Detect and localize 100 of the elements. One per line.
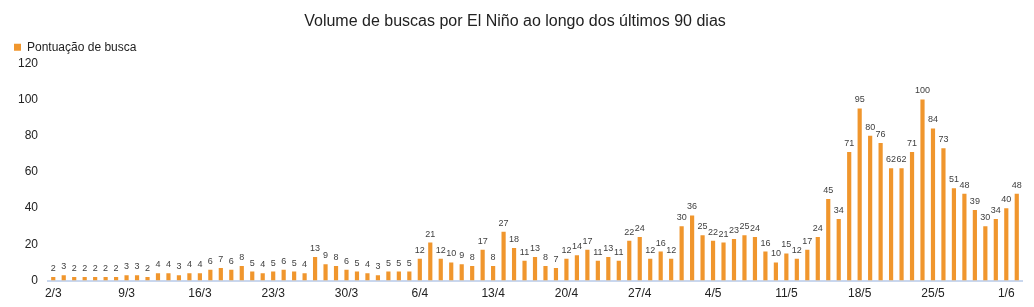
data-label: 48 <box>959 179 970 190</box>
data-label: 95 <box>854 94 865 105</box>
bar <box>333 266 339 281</box>
chart-title: Volume de buscas por El Niño ao longo dos últimos 90 dias <box>304 12 726 30</box>
x-tick-label: 16/3 <box>188 286 212 301</box>
bar <box>627 240 632 281</box>
data-label: 76 <box>875 128 886 139</box>
data-label: 3 <box>375 261 381 272</box>
bar <box>972 209 977 281</box>
data-label: 7 <box>553 253 559 264</box>
data-label: 36 <box>687 201 698 212</box>
bar <box>449 262 454 281</box>
data-label: 34 <box>833 204 844 215</box>
bar <box>1014 193 1019 281</box>
x-tick-label: 18/5 <box>847 286 872 301</box>
data-label: 5 <box>406 257 412 268</box>
bar <box>857 108 862 281</box>
data-label: 3 <box>134 261 140 272</box>
bar <box>470 266 475 281</box>
data-label: 34 <box>990 204 1001 215</box>
bar <box>888 168 894 281</box>
bar <box>899 168 904 281</box>
data-label: 17 <box>802 235 813 246</box>
data-label: 23 <box>728 224 739 235</box>
data-label: 2 <box>82 262 88 273</box>
data-label: 84 <box>927 114 938 125</box>
bar <box>637 237 642 281</box>
data-label: 13 <box>310 243 321 254</box>
bar <box>323 264 328 281</box>
data-label: 4 <box>186 259 192 270</box>
x-tick-label: 30/3 <box>334 286 359 301</box>
data-label: 27 <box>498 217 509 228</box>
data-label: 73 <box>938 134 949 145</box>
bar <box>532 257 538 281</box>
data-label: 24 <box>749 223 760 234</box>
data-label: 51 <box>948 174 959 185</box>
x-tick-label: 11/5 <box>775 286 798 301</box>
data-label: 11 <box>519 246 530 257</box>
x-tick-label: 2/3 <box>44 286 62 301</box>
bar <box>501 231 506 281</box>
data-label: 17 <box>477 235 488 246</box>
data-label: 4 <box>197 259 203 270</box>
bar <box>836 219 841 281</box>
bar <box>417 258 422 281</box>
data-label: 16 <box>655 237 666 248</box>
bar <box>438 258 443 281</box>
data-label: 71 <box>907 137 918 148</box>
data-label: 5 <box>249 257 255 268</box>
x-tick-label: 23/3 <box>261 286 286 301</box>
bar <box>260 273 265 281</box>
bar <box>721 242 726 281</box>
bar <box>826 199 831 281</box>
bar <box>124 275 129 281</box>
data-label: 17 <box>582 235 593 246</box>
data-label: 11 <box>614 246 624 257</box>
data-label: 21 <box>425 228 436 239</box>
bar <box>710 240 716 281</box>
x-tick-label: 9/3 <box>118 286 136 301</box>
bar <box>155 273 161 281</box>
bar <box>690 215 695 281</box>
bar <box>700 235 705 281</box>
bar <box>428 242 433 281</box>
x-tick-label: 1/6 <box>997 286 1015 301</box>
data-label: 8 <box>239 252 245 263</box>
y-tick-label: 0 <box>31 272 39 287</box>
bar <box>239 266 244 281</box>
data-label: 4 <box>260 259 266 270</box>
bar <box>511 247 517 281</box>
data-label: 2 <box>50 262 56 273</box>
data-label: 8 <box>490 252 496 263</box>
data-label: 12 <box>791 244 802 255</box>
data-label: 12 <box>561 244 572 255</box>
bar <box>459 264 464 281</box>
bar <box>752 237 758 281</box>
bar <box>941 148 946 281</box>
data-label: 12 <box>435 244 446 255</box>
data-label: 18 <box>509 233 520 244</box>
bar <box>564 258 569 281</box>
bar <box>815 237 820 281</box>
data-label: 4 <box>155 259 161 270</box>
bar <box>553 267 559 281</box>
bar <box>679 226 684 281</box>
data-label: 48 <box>1011 179 1022 190</box>
data-label: 21 <box>718 228 729 239</box>
data-label: 2 <box>71 262 77 273</box>
data-label: 45 <box>823 185 834 196</box>
bar <box>574 255 579 281</box>
y-tick-label: 80 <box>24 127 39 142</box>
x-tick-label: 13/4 <box>481 286 506 301</box>
data-label: 5 <box>385 257 391 268</box>
data-label: 10 <box>446 248 457 259</box>
data-label: 8 <box>333 252 339 263</box>
x-tick-label: 27/4 <box>628 286 652 301</box>
data-label: 16 <box>760 237 771 248</box>
bar <box>794 258 799 281</box>
bar <box>197 273 202 281</box>
data-label: 22 <box>708 226 719 237</box>
data-label: 30 <box>676 212 687 223</box>
data-label: 5 <box>270 257 276 268</box>
data-label: 5 <box>354 257 360 268</box>
